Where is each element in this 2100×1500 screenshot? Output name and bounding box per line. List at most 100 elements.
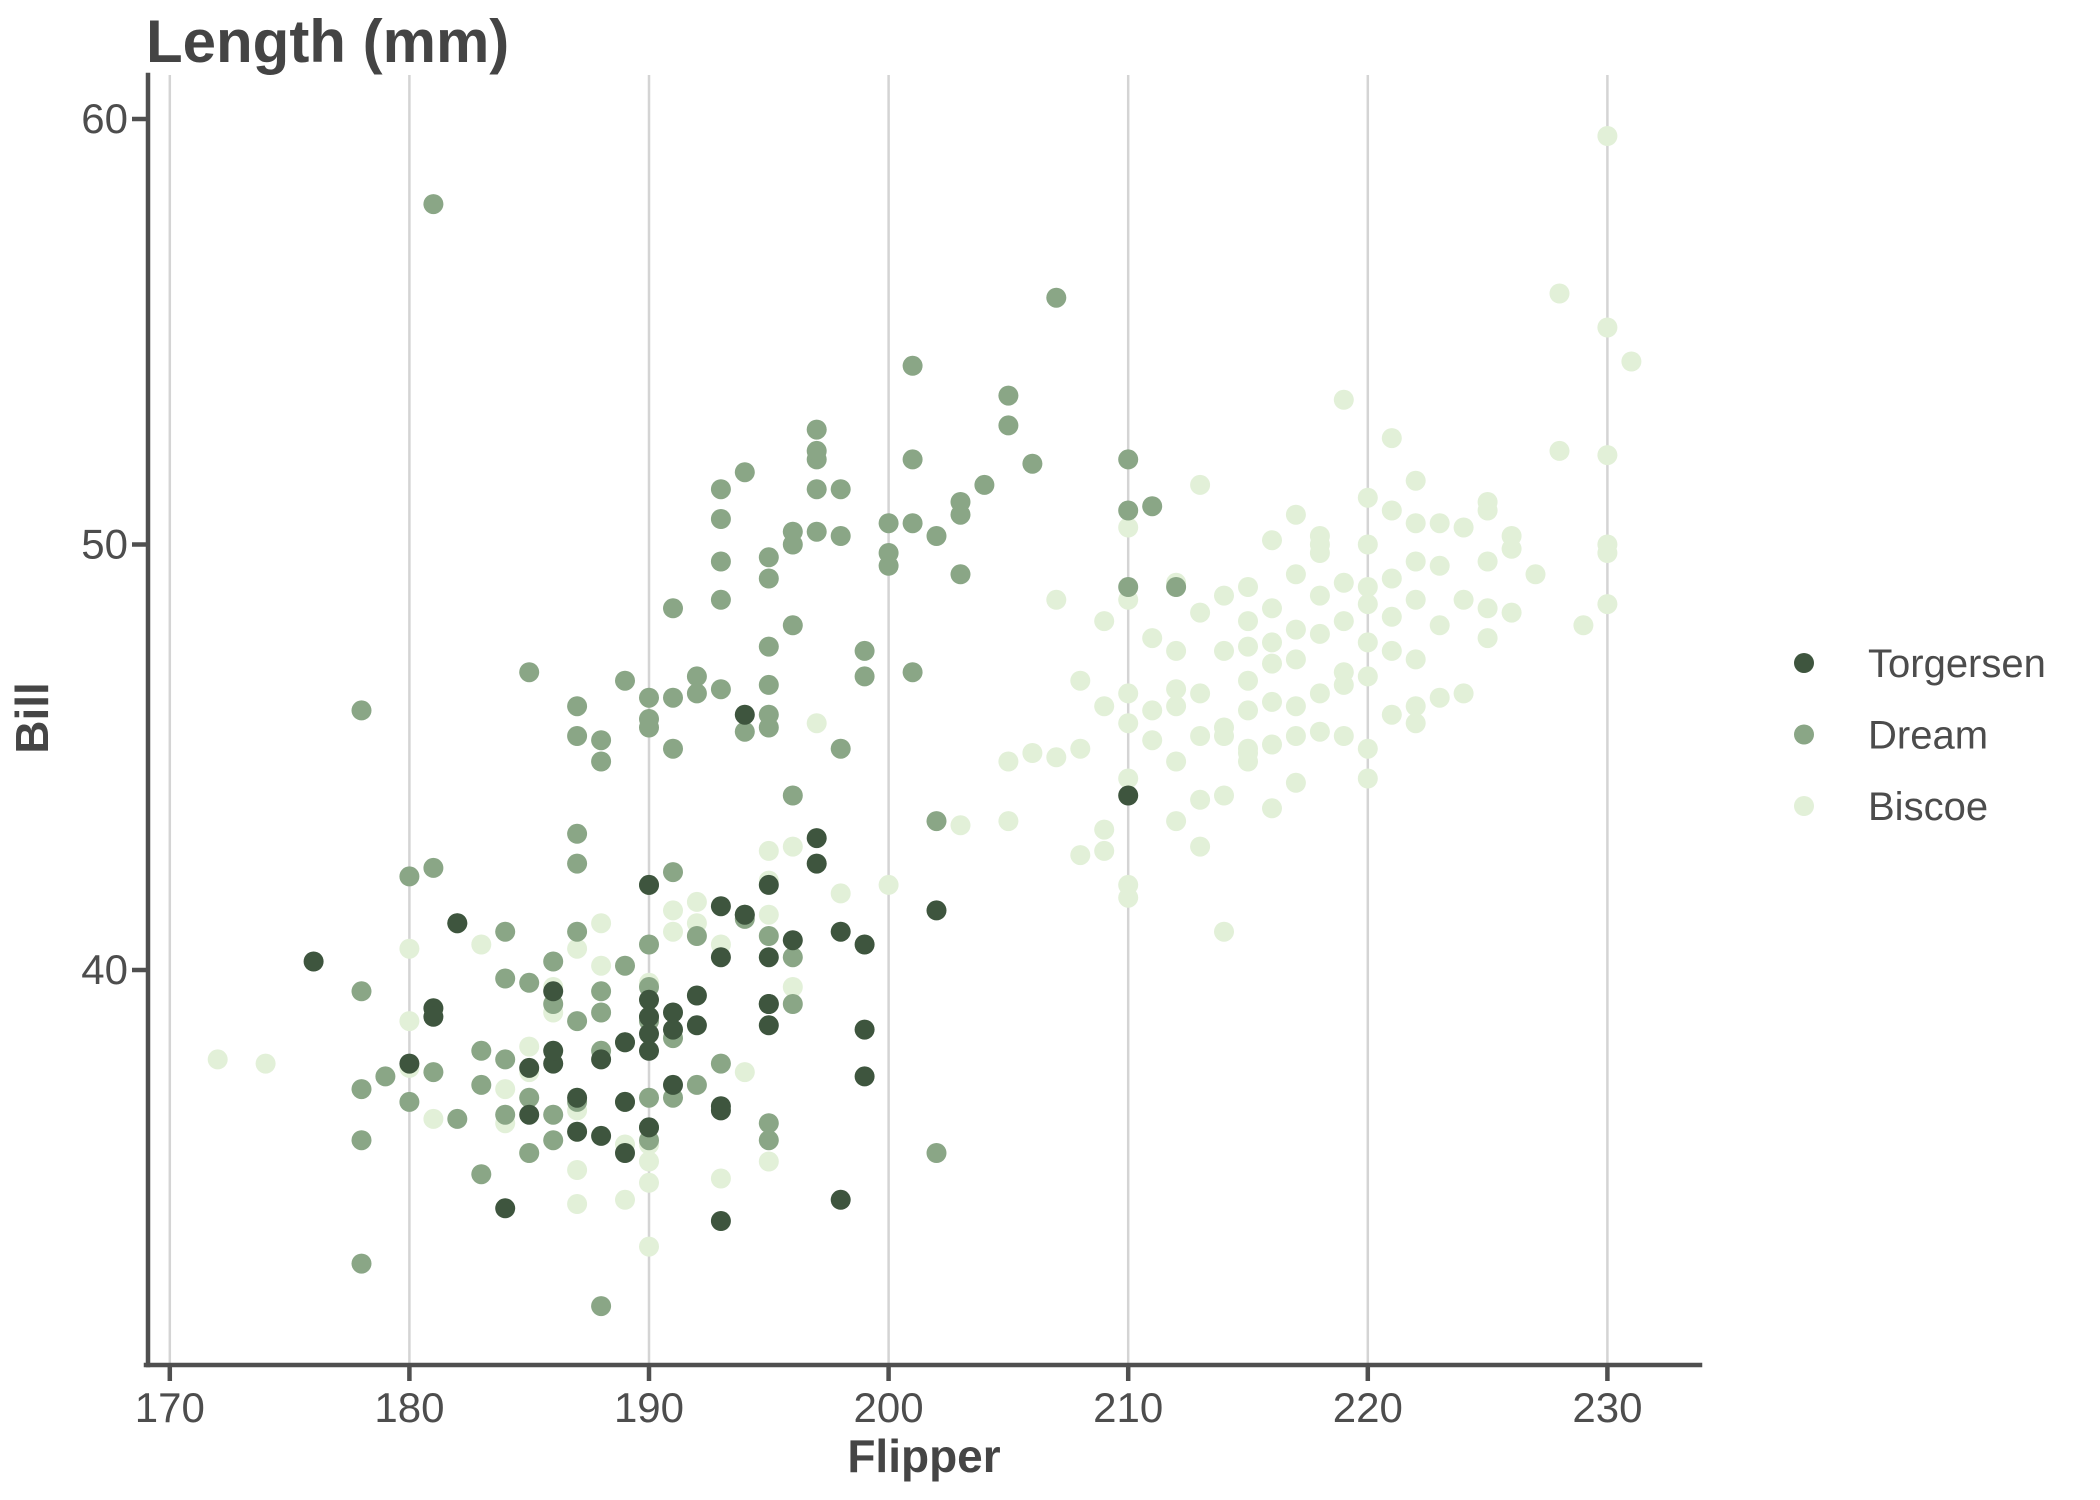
data-point-biscoe xyxy=(1549,283,1570,304)
data-point-biscoe xyxy=(1477,598,1498,619)
data-point-biscoe xyxy=(1070,670,1091,691)
data-point-torgersen xyxy=(519,1104,540,1125)
data-point-dream xyxy=(782,521,803,542)
data-point-torgersen xyxy=(830,921,851,942)
data-point-torgersen xyxy=(639,874,659,895)
data-point-dream xyxy=(591,1002,612,1023)
data-point-biscoe xyxy=(1597,317,1618,338)
data-point-torgersen xyxy=(399,1053,420,1074)
data-point-biscoe xyxy=(782,836,803,857)
data-point-dream xyxy=(591,751,612,772)
data-point-torgersen xyxy=(639,1117,659,1138)
y-tick-label-40: 40 xyxy=(81,946,128,993)
data-point-dream xyxy=(758,674,779,695)
data-point-dream xyxy=(591,981,612,1002)
data-point-dream xyxy=(758,547,779,568)
data-point-biscoe xyxy=(1501,526,1522,546)
data-point-biscoe xyxy=(1262,632,1282,653)
data-point-biscoe xyxy=(1142,730,1163,751)
data-point-biscoe xyxy=(758,840,779,861)
data-point-biscoe xyxy=(1142,628,1163,649)
data-point-dream xyxy=(567,726,588,746)
data-point-dream xyxy=(806,419,827,440)
data-point-biscoe xyxy=(830,883,851,904)
x-tick-label-220: 220 xyxy=(1333,1384,1403,1431)
data-point-dream xyxy=(519,1143,540,1163)
data-point-dream xyxy=(782,785,803,806)
data-point-biscoe xyxy=(1477,628,1498,649)
data-point-dream xyxy=(399,866,420,887)
data-point-biscoe xyxy=(1190,836,1211,857)
x-tick-label-210: 210 xyxy=(1093,1384,1163,1431)
data-point-biscoe xyxy=(1285,772,1306,793)
data-point-biscoe xyxy=(1285,726,1306,746)
data-point-torgersen xyxy=(639,989,659,1010)
data-point-dream xyxy=(519,1087,540,1108)
data-point-dream xyxy=(686,683,707,704)
data-point-biscoe xyxy=(1070,738,1091,759)
data-point-torgersen xyxy=(639,1006,659,1027)
chart-title: Length (mm) xyxy=(146,8,509,75)
data-point-biscoe xyxy=(1597,126,1618,146)
data-point-biscoe xyxy=(591,955,612,976)
data-point-torgersen xyxy=(543,1040,564,1061)
y-tick-labels: 40 50 60 xyxy=(81,95,128,993)
data-point-biscoe xyxy=(1309,623,1330,644)
data-point-biscoe xyxy=(1118,874,1139,895)
data-point-biscoe xyxy=(1405,589,1426,610)
data-point-biscoe xyxy=(1214,640,1234,661)
data-point-dream xyxy=(567,853,588,874)
data-point-torgersen xyxy=(543,981,564,1002)
data-point-biscoe xyxy=(1597,534,1618,555)
data-point-biscoe xyxy=(1285,696,1306,717)
data-point-torgersen xyxy=(806,853,827,874)
data-point-torgersen xyxy=(710,947,731,968)
data-point-biscoe xyxy=(1022,743,1043,763)
data-point-dream xyxy=(639,934,659,955)
data-point-biscoe xyxy=(471,934,492,955)
data-point-biscoe xyxy=(591,913,612,934)
data-point-dream xyxy=(591,1296,612,1317)
data-point-biscoe xyxy=(1405,470,1426,491)
data-point-biscoe xyxy=(399,938,420,959)
data-point-dream xyxy=(926,526,947,546)
data-point-biscoe xyxy=(567,1194,588,1214)
data-point-dream xyxy=(758,568,779,589)
data-point-biscoe xyxy=(1118,768,1139,789)
data-point-dream xyxy=(351,1130,372,1151)
x-axis-title: Flipper xyxy=(847,1430,1000,1482)
data-point-dream xyxy=(1046,287,1067,308)
data-point-biscoe xyxy=(615,1189,635,1210)
data-point-dream xyxy=(758,717,779,738)
data-point-dream xyxy=(974,474,995,495)
data-point-torgersen xyxy=(758,994,779,1014)
data-point-dream xyxy=(998,385,1019,406)
data-point-dream xyxy=(423,1062,444,1083)
data-point-biscoe xyxy=(519,1036,540,1057)
data-point-dream xyxy=(567,823,588,844)
data-point-dream xyxy=(543,951,564,972)
data-point-biscoe xyxy=(1262,734,1282,755)
data-point-dream xyxy=(1142,496,1163,517)
data-point-biscoe xyxy=(758,1151,779,1172)
data-point-biscoe xyxy=(1166,751,1187,772)
data-point-torgersen xyxy=(615,1032,635,1053)
data-point-dream xyxy=(878,513,899,534)
data-point-biscoe xyxy=(758,904,779,925)
data-point-dream xyxy=(758,636,779,657)
data-point-biscoe xyxy=(878,874,899,895)
data-point-biscoe xyxy=(734,1062,755,1083)
data-point-dream xyxy=(998,415,1019,436)
data-point-torgersen xyxy=(758,947,779,968)
data-point-biscoe xyxy=(1238,636,1258,657)
data-point-biscoe xyxy=(1429,615,1450,636)
data-point-dream xyxy=(710,551,731,572)
data-point-biscoe xyxy=(1190,474,1211,495)
data-point-biscoe xyxy=(1262,691,1282,712)
data-point-biscoe xyxy=(1262,530,1282,551)
data-point-biscoe xyxy=(1238,700,1258,721)
data-point-dream xyxy=(399,1091,420,1112)
data-point-dream xyxy=(686,666,707,687)
data-point-torgersen xyxy=(782,930,803,951)
